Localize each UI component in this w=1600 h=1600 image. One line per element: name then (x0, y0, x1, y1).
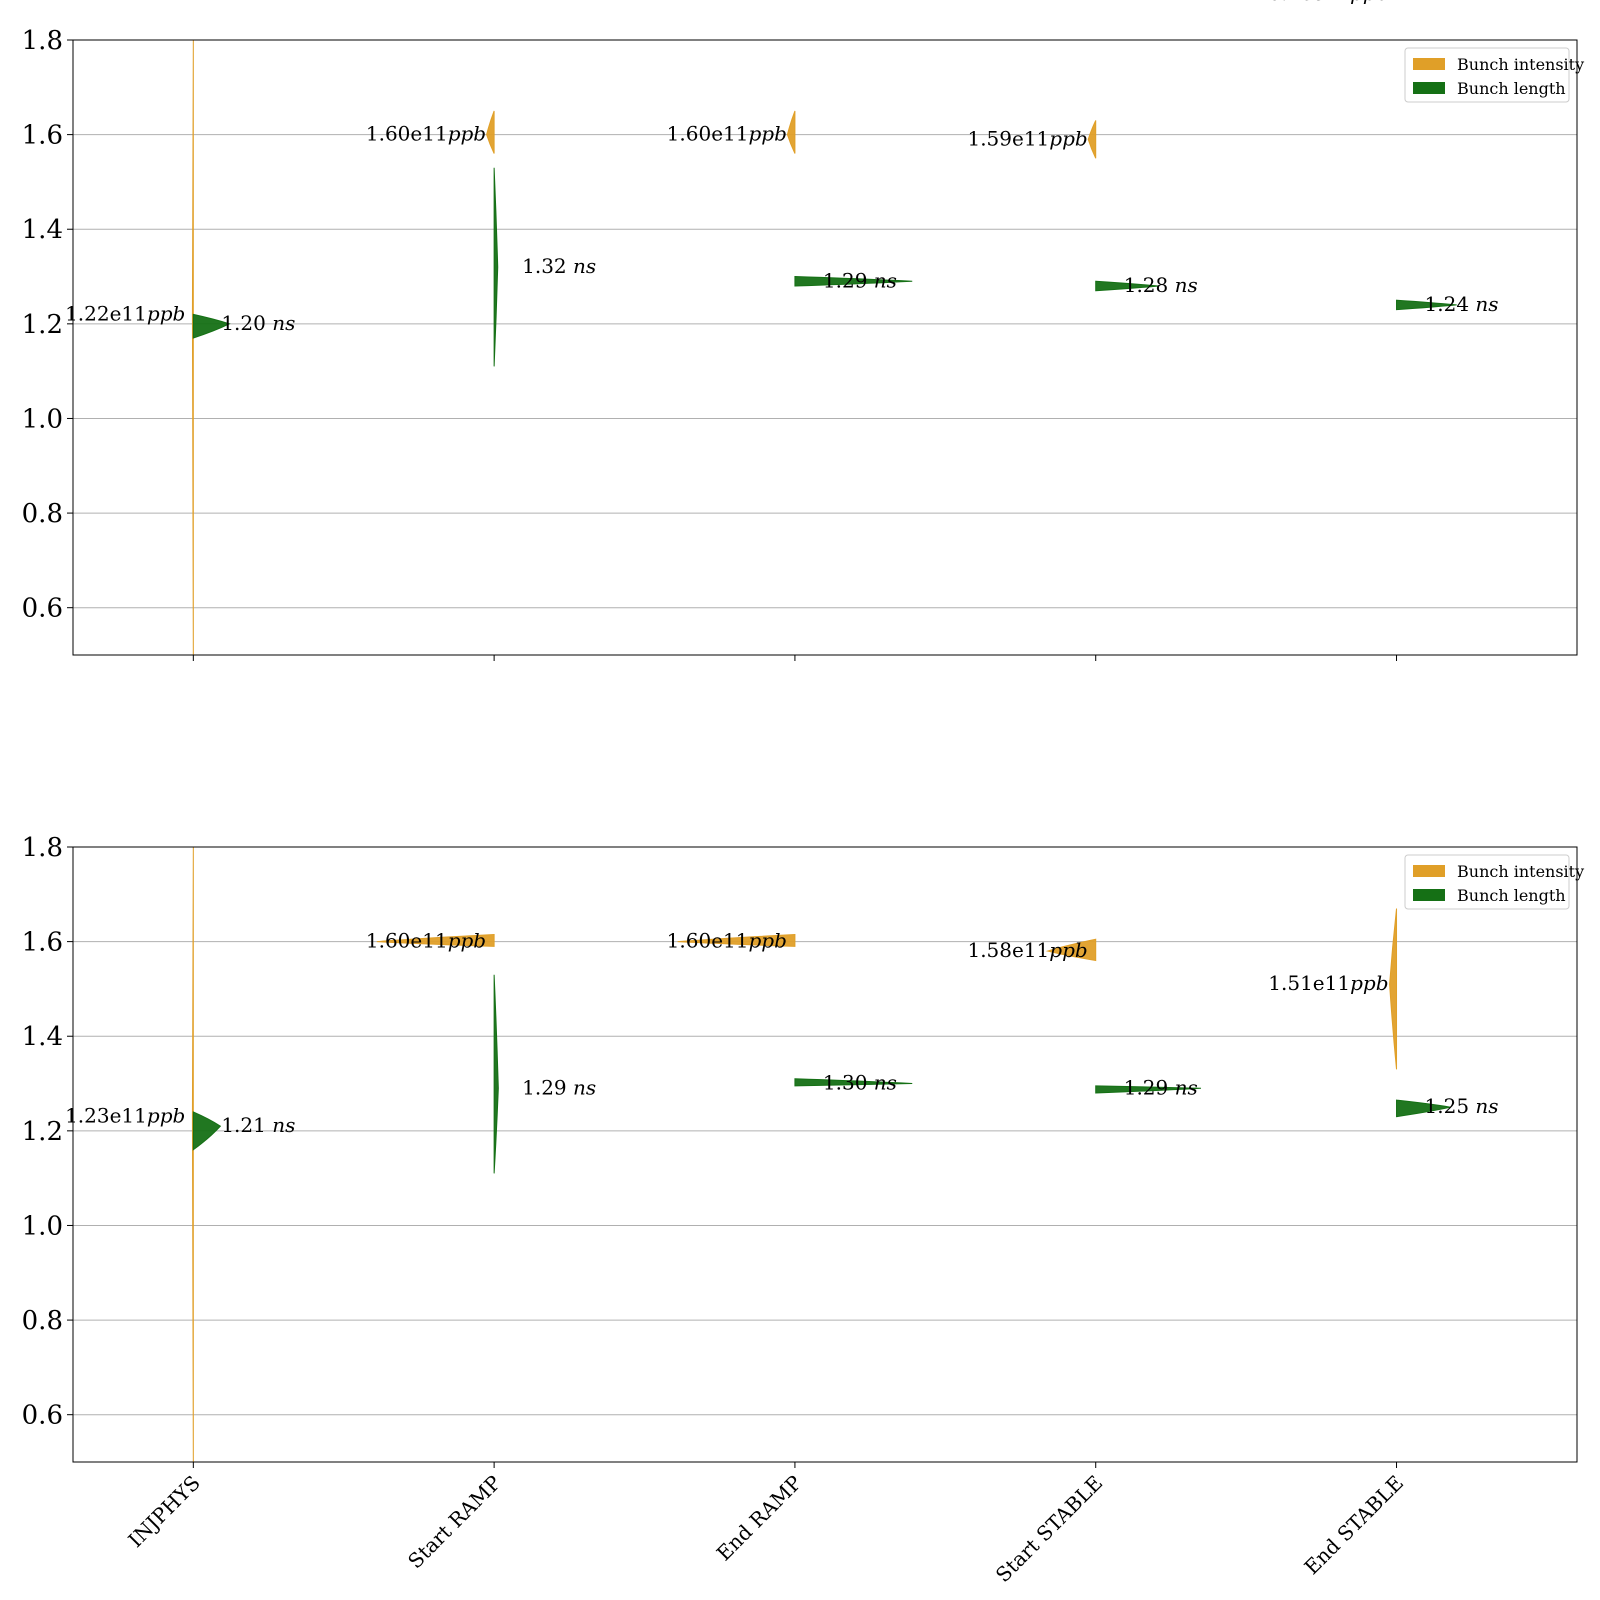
data-label-intensity: 1.60e11ppb (366, 122, 486, 146)
chart-panel-1: 0.6 0.8 1.0 1.2 1.4 1.6 1.8 1.22e11ppb 1.60e11pp… (22, 0, 1584, 661)
x-tick-label: End RAMP (712, 1471, 807, 1566)
y-tick-label: 1.8 (22, 833, 63, 863)
violin-length (493, 167, 499, 367)
data-label-length: 1.32 ns (522, 254, 596, 278)
y-tick-label: 1.8 (22, 26, 63, 56)
plot-frame (72, 846, 1578, 1463)
legend-label: Bunch intensity (1457, 862, 1584, 881)
violin-length (1396, 299, 1457, 311)
legend-swatch (1413, 82, 1445, 94)
data-label-length: 1.21 ns (221, 1113, 295, 1137)
data-label-length: 1.28 ns (1124, 273, 1198, 297)
violin-length (794, 1078, 913, 1087)
violin-intensity (486, 110, 495, 154)
violin-intensity (786, 110, 796, 154)
data-label-intensity: 1.59e11ppb (967, 126, 1087, 150)
violin-length (1095, 1085, 1202, 1094)
data-label-length: 1.30 ns (823, 1071, 897, 1095)
data-label-intensity: 1.51e11ppb (1268, 971, 1388, 995)
violin-length (1095, 280, 1159, 292)
y-tick-label: 1.0 (22, 1211, 63, 1241)
legend: Bunch intensity Bunch length (1404, 854, 1584, 910)
legend-box (1404, 47, 1570, 103)
data-label-length: 1.29 ns (1124, 1075, 1198, 1099)
data-label-length: 1.29 ns (823, 268, 897, 292)
legend-label: Bunch intensity (1457, 55, 1584, 74)
data-label-length: 1.24 ns (1425, 292, 1499, 316)
data-label-length: 1.25 ns (1425, 1094, 1499, 1118)
violin-length (493, 974, 499, 1174)
y-tick-label: 0.8 (22, 499, 63, 529)
legend-swatch (1413, 58, 1445, 70)
plot-frame (72, 39, 1578, 656)
data-label-intensity: 0.18e11ppb (1268, 0, 1388, 5)
legend-swatch (1413, 865, 1445, 877)
legend-box (1404, 854, 1570, 910)
y-tick-label: 0.6 (22, 594, 63, 624)
y-tick-label: 0.6 (22, 1401, 63, 1431)
data-label-length: 1.29 ns (522, 1075, 596, 1099)
violin-intensity (1087, 120, 1097, 159)
data-label-intensity: 1.58e11ppb (967, 938, 1087, 962)
violin-length (1396, 1099, 1451, 1118)
legend-label: Bunch length (1457, 79, 1566, 98)
y-tick-label: 1.2 (22, 1117, 63, 1147)
violin-intensity (376, 933, 495, 947)
x-tick-label: Start STABLE (991, 1471, 1107, 1587)
data-label-intensity: 1.60e11ppb (366, 929, 486, 953)
y-tick-label: 1.6 (22, 928, 63, 958)
violin-length (192, 1111, 222, 1151)
violin-intensity (191, 846, 194, 1463)
data-label-length: 1.20 ns (221, 311, 295, 335)
data-label-intensity: 1.60e11ppb (667, 929, 787, 953)
y-tick-label: 1.6 (22, 121, 63, 151)
data-label-intensity: 1.23e11ppb (65, 1104, 185, 1128)
violin-length (192, 313, 231, 339)
y-tick-label: 1.0 (22, 404, 63, 434)
y-tick-label: 0.8 (22, 1306, 63, 1336)
y-tick-label: 1.2 (22, 310, 63, 340)
x-tick-label: INJPHYS (123, 1471, 204, 1552)
data-label-intensity: 1.60e11ppb (667, 122, 787, 146)
y-tick-label: 1.4 (22, 215, 63, 245)
violin-intensity (1389, 908, 1398, 1070)
violin-intensity (677, 933, 796, 947)
y-tick-label: 1.4 (22, 1022, 63, 1052)
legend-label: Bunch length (1457, 886, 1566, 905)
legend-swatch (1413, 889, 1445, 901)
violin-intensity (1045, 938, 1097, 962)
data-label-intensity: 1.22e11ppb (65, 301, 185, 325)
legend: Bunch intensity Bunch length (1404, 47, 1584, 103)
violin-length (794, 276, 913, 287)
violin-intensity (191, 39, 194, 656)
chart-panel-2: 0.6 0.8 1.0 1.2 1.4 1.6 1.8 INJPHYS Start RAMP En… (22, 833, 1585, 1587)
x-tick-label: End STABLE (1299, 1471, 1408, 1580)
x-tick-label: Start RAMP (403, 1471, 506, 1574)
